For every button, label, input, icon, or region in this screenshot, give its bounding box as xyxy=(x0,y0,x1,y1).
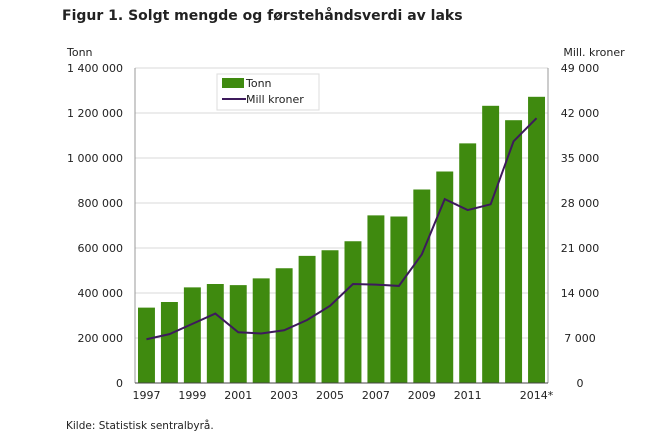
legend-label-tonn: Tonn xyxy=(245,77,272,90)
y-tick-left: 600 000 xyxy=(78,242,124,255)
bar-1998 xyxy=(160,302,178,383)
line-mill-kroner xyxy=(146,117,538,341)
x-tick: 1997 xyxy=(132,389,160,402)
y-tick-left: 0 xyxy=(116,377,123,390)
legend-label-mill-kroner: Mill kroner xyxy=(246,93,304,106)
x-tick: 2014* xyxy=(520,389,554,402)
bar-2014* xyxy=(528,96,545,384)
y-tick-right: 14 000 xyxy=(561,287,600,300)
x-tick: 2005 xyxy=(316,389,344,402)
y-tick-left: 1 200 000 xyxy=(67,107,123,120)
y-tick-right: 7 000 xyxy=(564,332,596,345)
bar-2007 xyxy=(367,215,385,383)
x-tick: 2007 xyxy=(362,389,390,402)
bar-2005 xyxy=(321,250,339,383)
bar-2012 xyxy=(482,105,500,384)
bar-2008 xyxy=(390,216,408,383)
bar-2013 xyxy=(505,120,523,383)
y-tick-left: 800 000 xyxy=(78,197,124,210)
bar-2011 xyxy=(459,143,477,383)
y-tick-left: 200 000 xyxy=(78,332,124,345)
x-tick: 2009 xyxy=(408,389,436,402)
chart-title: Figur 1. Solgt mengde og førstehåndsverd… xyxy=(62,8,463,24)
y-tick-right: 49 000 xyxy=(561,62,600,75)
bar-2002 xyxy=(252,278,270,383)
y-tick-left: 400 000 xyxy=(78,287,124,300)
y-tick-right: 35 000 xyxy=(561,152,600,165)
x-tick: 2003 xyxy=(270,389,298,402)
source-note: Kilde: Statistisk sentralbyrå. xyxy=(66,420,214,432)
y-tick-right: 21 000 xyxy=(561,242,600,255)
y-axis-label-right: Mill. kroner xyxy=(563,46,625,59)
y-tick-right: 42 000 xyxy=(561,107,600,120)
x-tick: 1999 xyxy=(178,389,206,402)
bar-2001 xyxy=(229,285,247,383)
bar-2009 xyxy=(413,189,431,383)
x-tick: 2001 xyxy=(224,389,252,402)
bar-1997 xyxy=(138,307,155,383)
x-tick: 2011 xyxy=(454,389,482,402)
y-tick-left: 1 400 000 xyxy=(67,62,123,75)
bar-1999 xyxy=(183,287,201,383)
y-tick-left: 1 000 000 xyxy=(67,152,123,165)
bar-2006 xyxy=(344,241,362,383)
legend-swatch-tonn xyxy=(222,78,244,88)
y-tick-right: 0 xyxy=(577,377,584,390)
bar-2000 xyxy=(206,284,224,383)
bar-2003 xyxy=(275,268,293,383)
y-tick-right: 28 000 xyxy=(561,197,600,210)
bar-2010 xyxy=(436,171,454,383)
y-axis-label-left: Tonn xyxy=(66,46,93,59)
